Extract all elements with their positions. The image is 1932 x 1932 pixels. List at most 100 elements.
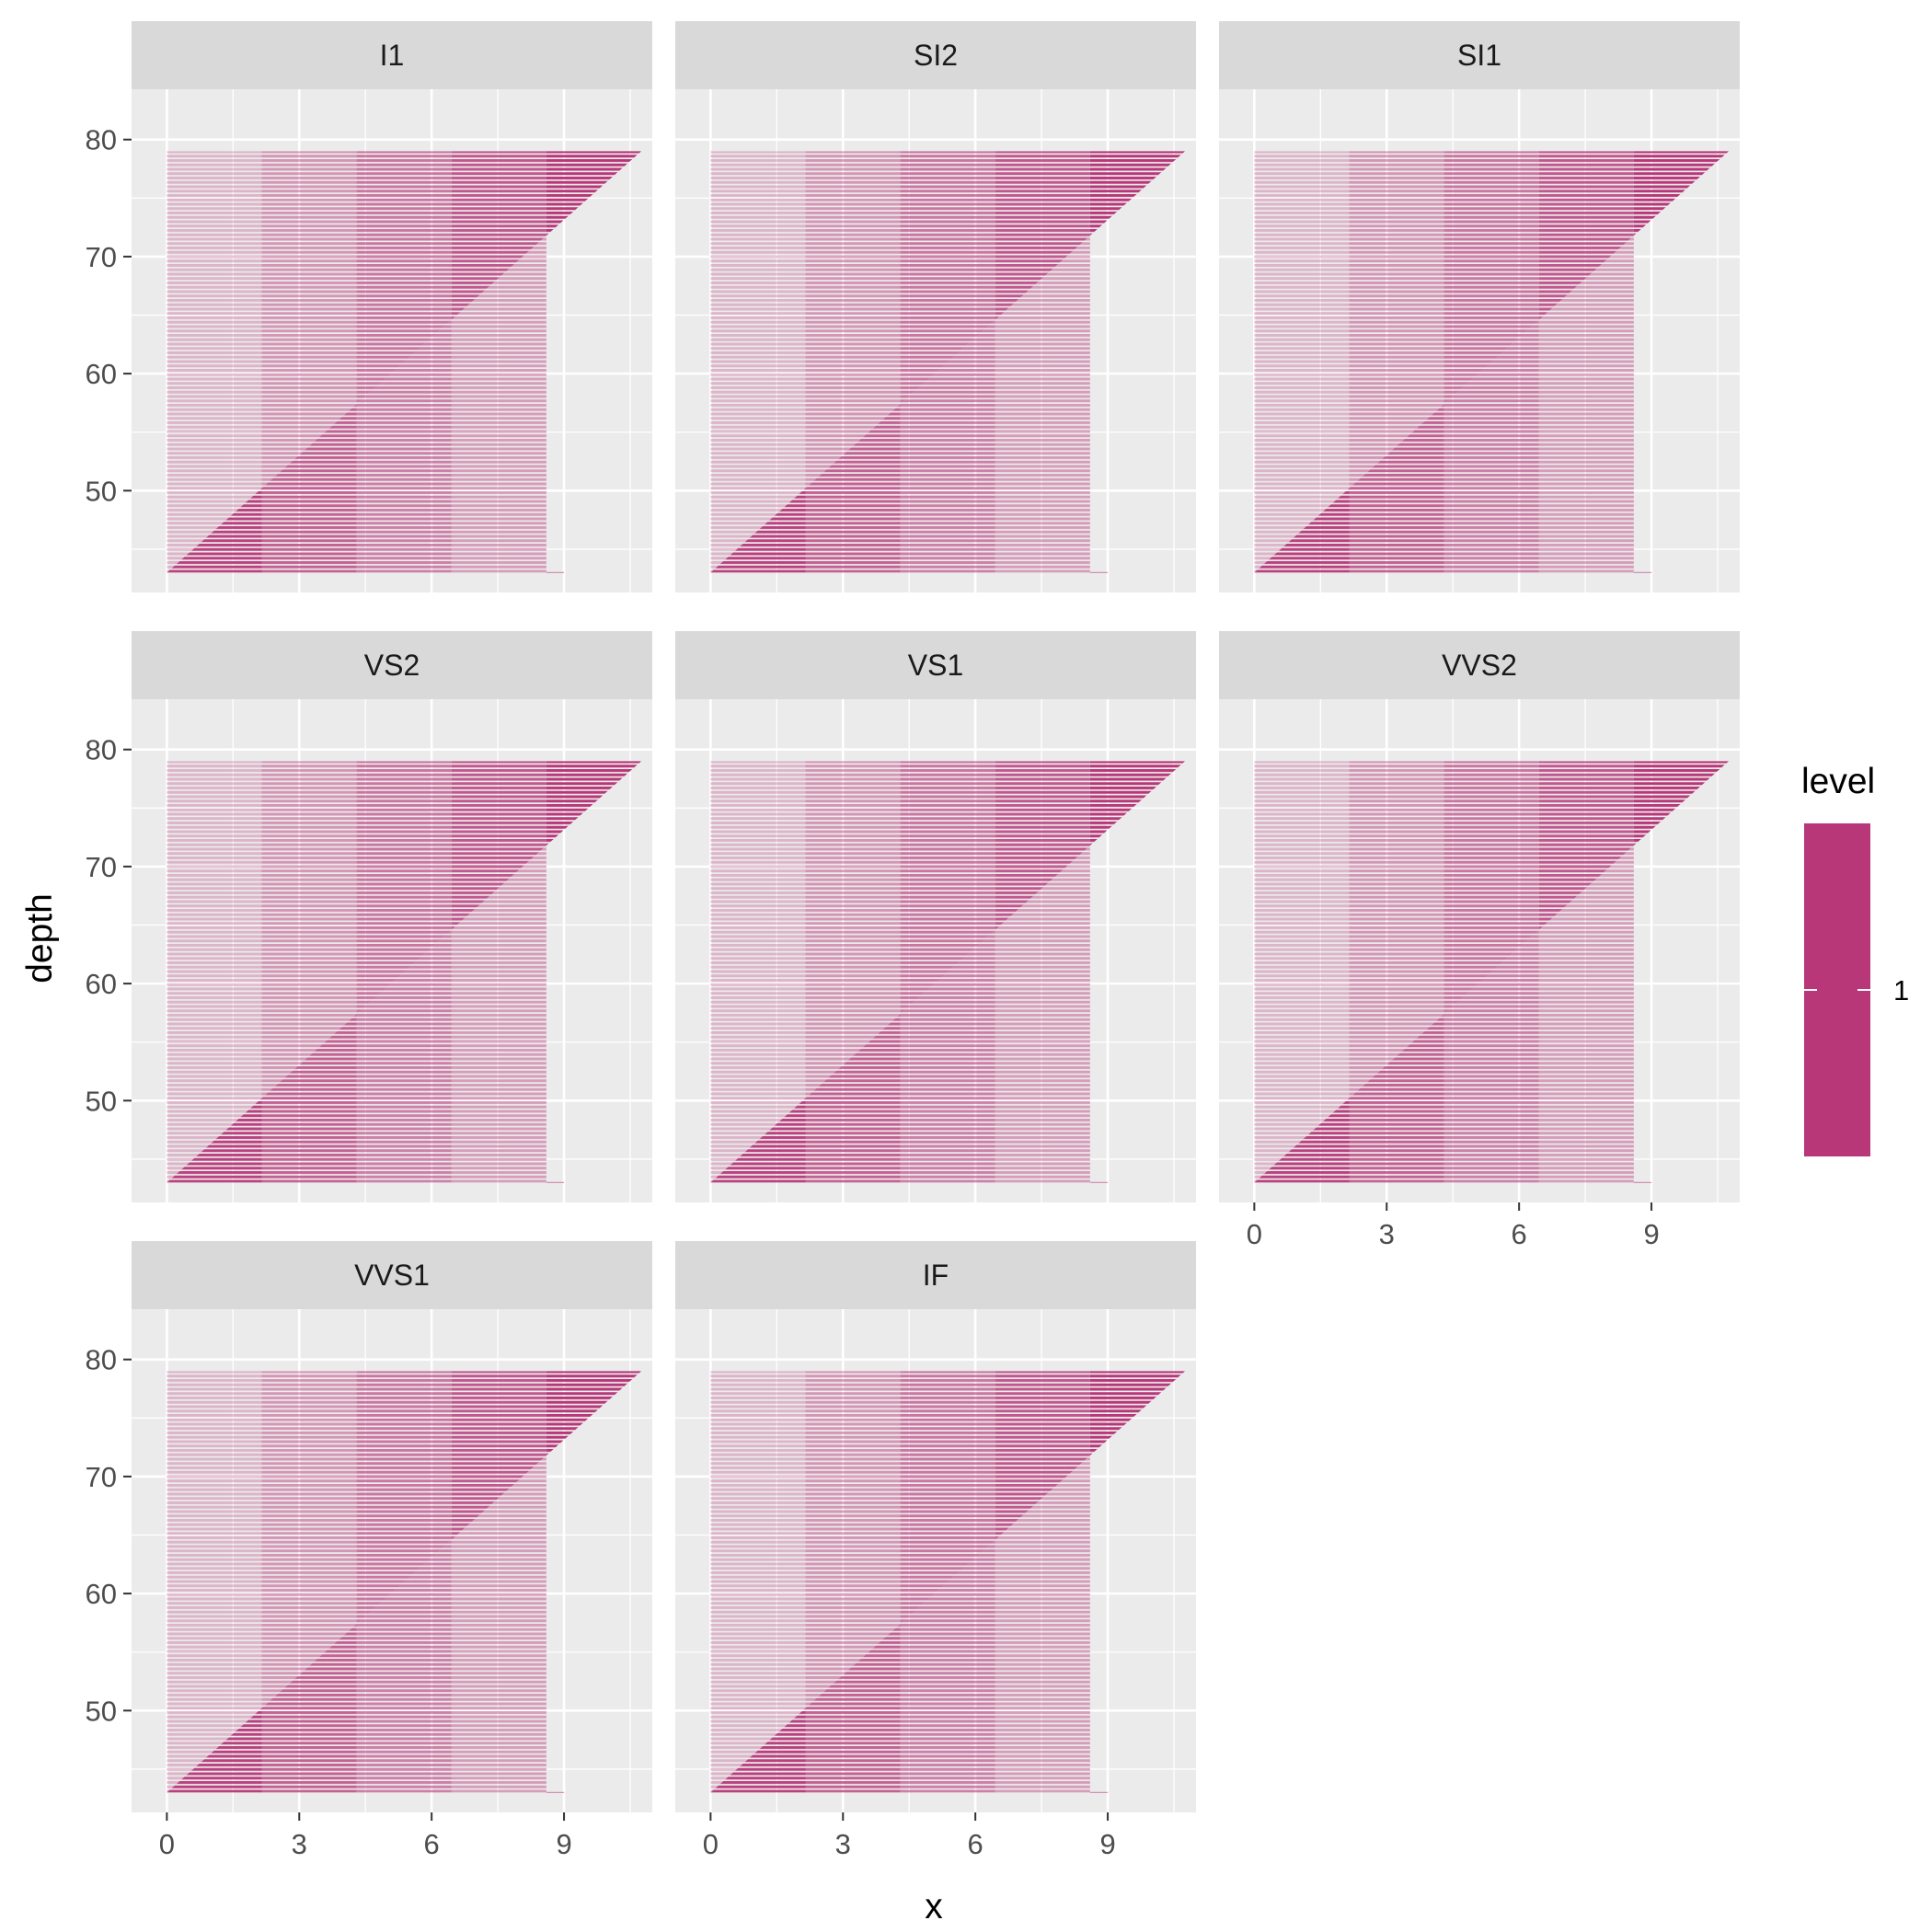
facet-label: VS1 [908,649,963,682]
density-band [710,151,806,573]
density-band [356,929,452,1183]
density-band [451,845,546,1183]
plot-area: 50 60 70 80 0 3 6 9 [86,1309,652,1860]
x-tick-label: 3 [1379,1218,1395,1250]
facet-strip [132,21,652,89]
density-band [805,151,901,489]
density-band [451,1455,546,1793]
x-tick-label: 3 [835,1828,851,1860]
y-tick-label: 70 [86,1461,117,1493]
density-band [900,319,995,573]
facet-label: SI2 [914,39,958,72]
density-band [805,1624,901,1793]
density-band [710,761,806,1183]
density-band [995,761,1090,930]
density-band [261,1014,357,1183]
density-band [1254,151,1350,573]
x-tick-label: 9 [1643,1218,1659,1250]
density-band [1089,151,1186,236]
y-tick-label: 50 [86,1085,117,1117]
density-band [995,1371,1090,1540]
density-band [1349,761,1444,1098]
legend: level 1 [1801,762,1909,1156]
density-band [356,319,452,573]
facet-strip [675,21,1196,89]
density-band [900,151,995,405]
x-tick-label: 6 [424,1828,440,1860]
facet-label: IF [923,1259,949,1292]
density-band [546,761,642,846]
density-band [1538,761,1634,930]
y-tick-label: 50 [86,475,117,507]
density-band [995,236,1090,573]
facet-label: I1 [380,39,405,72]
density-band [1089,761,1186,846]
y-tick-label: 60 [86,358,117,390]
density-band [1443,929,1539,1183]
density-band [710,488,806,573]
y-tick-label: 70 [86,851,117,883]
y-tick-label: 50 [86,1695,117,1727]
facet-strip [132,631,652,699]
density-band [167,151,262,573]
y-tick-label: 60 [86,968,117,1000]
density-band [261,761,357,1098]
density-band [1538,151,1634,320]
density-band [451,761,546,930]
x-tick-label: 0 [703,1828,719,1860]
density-band [805,761,901,1098]
x-tick-label: 9 [1099,1828,1115,1860]
facet-panel: SI1 [1219,21,1740,592]
facet-panel: VVS2 0 3 6 9 [1219,631,1740,1250]
y-tick-label: 60 [86,1578,117,1610]
density-band [167,1098,262,1183]
density-band [261,1624,357,1793]
density-band [1443,761,1539,1015]
density-band [805,404,901,573]
facet-strip [132,1241,652,1309]
density-band [167,1371,262,1793]
plot-area: 0 3 6 9 [675,1309,1196,1860]
facet-label: VVS1 [354,1259,430,1292]
legend-title: level [1801,762,1875,801]
facet-panel: VVS1 50 60 70 80 0 3 6 9 [86,1241,652,1860]
x-tick-label: 6 [968,1828,983,1860]
density-band [451,151,546,320]
density-band [1633,761,1730,846]
density-band [356,151,452,405]
density-band [261,1371,357,1708]
plot-area [675,89,1196,592]
plot-area [1219,89,1740,592]
facet-label: VS2 [364,649,420,682]
facet-strip [1219,21,1740,89]
density-band [261,151,357,489]
density-band [1349,1014,1444,1183]
facet-strip [675,1241,1196,1309]
density-band [167,1708,262,1793]
y-tick-label: 80 [86,1344,117,1376]
density-band [995,1455,1090,1793]
x-tick-label: 0 [1247,1218,1262,1250]
plot-area: 50 60 70 80 [86,699,652,1202]
facet-panel: SI2 [675,21,1196,592]
facet-label: SI1 [1457,39,1501,72]
plot-area [675,699,1196,1202]
density-band [995,151,1090,320]
y-tick-label: 80 [86,734,117,766]
density-band [1349,404,1444,573]
density-band [167,488,262,573]
x-tick-label: 0 [159,1828,175,1860]
density-band [710,1098,806,1183]
density-band [805,1371,901,1708]
density-band [167,761,262,1183]
density-band [451,236,546,573]
density-band [1633,151,1730,236]
density-band [261,404,357,573]
facet-strip [1219,631,1740,699]
facet-panel: IF 0 3 6 9 [675,1241,1196,1860]
density-band [1443,151,1539,405]
density-band [995,845,1090,1183]
y-tick-label: 80 [86,124,117,156]
